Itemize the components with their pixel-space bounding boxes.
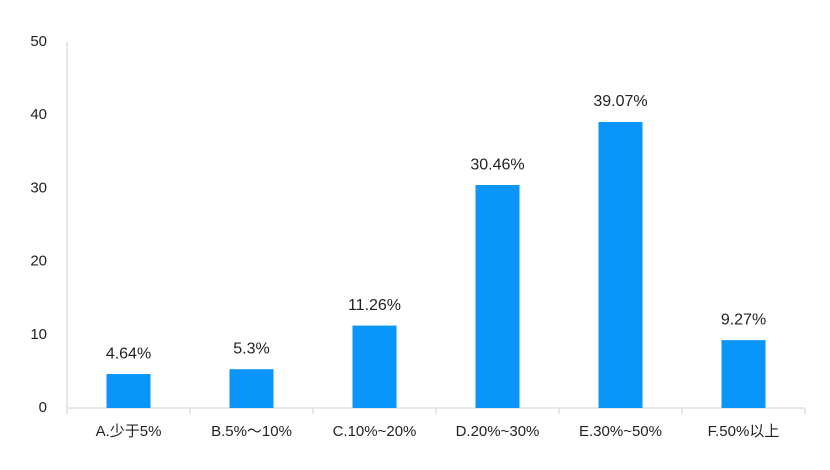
data-label: 30.46%	[470, 156, 524, 173]
bar	[106, 374, 151, 408]
bar	[721, 340, 766, 408]
bar	[475, 185, 520, 408]
data-label: 39.07%	[593, 93, 647, 110]
bar	[229, 369, 274, 408]
y-tick-label: 20	[30, 253, 47, 270]
bar	[352, 325, 397, 408]
data-label: 9.27%	[721, 311, 766, 328]
x-tick-label: A.少于5%	[96, 423, 162, 440]
y-tick-label: 0	[39, 399, 47, 416]
x-tick-label: D.20%~30%	[456, 423, 540, 440]
y-tick-label: 10	[30, 326, 47, 343]
data-label: 4.64%	[106, 345, 151, 362]
data-label: 5.3%	[233, 340, 269, 357]
y-tick-label: 40	[30, 106, 47, 123]
x-tick-label: E.30%~50%	[579, 423, 662, 440]
x-tick-label: F.50%以上	[708, 423, 780, 440]
y-tick-label: 50	[30, 33, 47, 50]
y-tick-label: 30	[30, 179, 47, 196]
bar	[598, 122, 643, 408]
x-tick-label: C.10%~20%	[333, 423, 417, 440]
x-tick-label: B.5%～10%	[211, 423, 292, 440]
data-label: 11.26%	[348, 297, 401, 314]
